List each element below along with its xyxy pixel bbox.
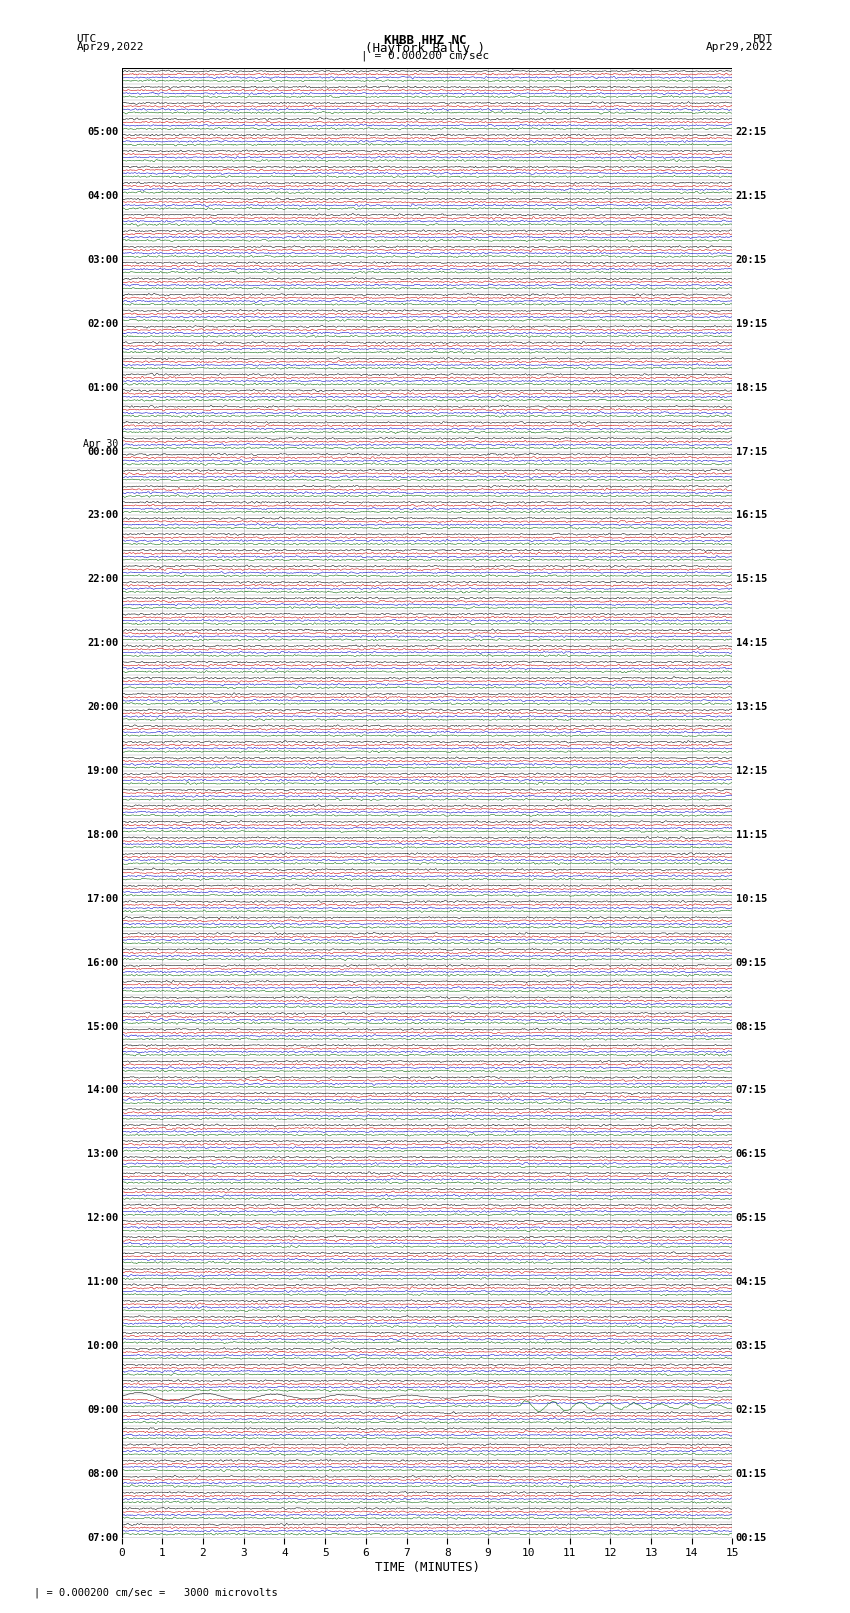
Text: 23:00: 23:00	[88, 510, 118, 521]
Text: 21:00: 21:00	[88, 639, 118, 648]
Text: Apr29,2022: Apr29,2022	[706, 42, 774, 52]
Text: 21:15: 21:15	[735, 190, 767, 202]
Text: 17:00: 17:00	[88, 894, 118, 903]
Text: 14:00: 14:00	[88, 1086, 118, 1095]
Text: 07:00: 07:00	[88, 1532, 118, 1542]
Text: 07:15: 07:15	[735, 1086, 767, 1095]
Text: 01:00: 01:00	[88, 382, 118, 392]
Text: 12:00: 12:00	[88, 1213, 118, 1223]
Text: 12:15: 12:15	[735, 766, 767, 776]
Text: 18:15: 18:15	[735, 382, 767, 392]
Text: 13:00: 13:00	[88, 1150, 118, 1160]
Text: 01:15: 01:15	[735, 1469, 767, 1479]
Text: 09:00: 09:00	[88, 1405, 118, 1415]
Text: (Hayfork Bally ): (Hayfork Bally )	[365, 42, 485, 55]
Text: 05:00: 05:00	[88, 127, 118, 137]
Text: Apr29,2022: Apr29,2022	[76, 42, 144, 52]
Text: 06:15: 06:15	[735, 1150, 767, 1160]
Text: 19:00: 19:00	[88, 766, 118, 776]
Text: 04:00: 04:00	[88, 190, 118, 202]
Text: 18:00: 18:00	[88, 829, 118, 840]
Text: 15:00: 15:00	[88, 1021, 118, 1032]
Text: | = 0.000200 cm/sec =   3000 microvolts: | = 0.000200 cm/sec = 3000 microvolts	[34, 1587, 278, 1598]
Text: 11:15: 11:15	[735, 829, 767, 840]
Text: 16:00: 16:00	[88, 958, 118, 968]
Text: 00:15: 00:15	[735, 1532, 767, 1542]
Text: 22:15: 22:15	[735, 127, 767, 137]
Text: 20:00: 20:00	[88, 702, 118, 711]
Text: 08:00: 08:00	[88, 1469, 118, 1479]
Text: 08:15: 08:15	[735, 1021, 767, 1032]
Text: KHBB HHZ NC: KHBB HHZ NC	[383, 34, 467, 47]
Text: UTC: UTC	[76, 34, 97, 44]
Text: 16:15: 16:15	[735, 510, 767, 521]
Text: 20:15: 20:15	[735, 255, 767, 265]
Text: 04:15: 04:15	[735, 1277, 767, 1287]
Text: 02:15: 02:15	[735, 1405, 767, 1415]
Text: | = 0.000200 cm/sec: | = 0.000200 cm/sec	[361, 50, 489, 61]
Text: 14:15: 14:15	[735, 639, 767, 648]
Text: 03:00: 03:00	[88, 255, 118, 265]
Text: 11:00: 11:00	[88, 1277, 118, 1287]
Text: 15:15: 15:15	[735, 574, 767, 584]
Text: 00:00: 00:00	[88, 447, 118, 456]
Text: 10:00: 10:00	[88, 1340, 118, 1352]
Text: 05:15: 05:15	[735, 1213, 767, 1223]
Text: 22:00: 22:00	[88, 574, 118, 584]
Text: 10:15: 10:15	[735, 894, 767, 903]
Text: Apr 30: Apr 30	[83, 439, 118, 448]
Text: 19:15: 19:15	[735, 319, 767, 329]
X-axis label: TIME (MINUTES): TIME (MINUTES)	[375, 1561, 479, 1574]
Text: 02:00: 02:00	[88, 319, 118, 329]
Text: 03:15: 03:15	[735, 1340, 767, 1352]
Text: 09:15: 09:15	[735, 958, 767, 968]
Text: PDT: PDT	[753, 34, 774, 44]
Text: 13:15: 13:15	[735, 702, 767, 711]
Text: 17:15: 17:15	[735, 447, 767, 456]
